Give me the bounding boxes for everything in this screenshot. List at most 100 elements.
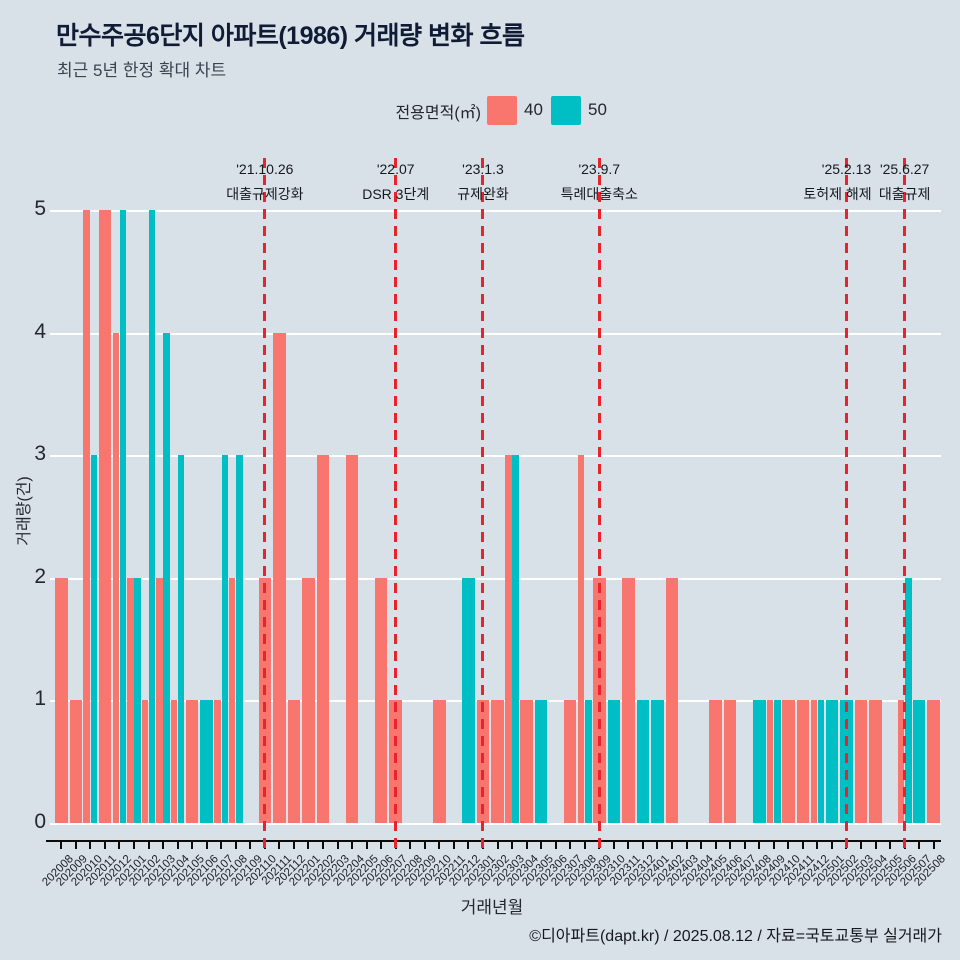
x-axis-tick (627, 840, 630, 849)
x-axis-tick (612, 840, 615, 849)
bar-50 (651, 700, 664, 823)
bar-40 (69, 700, 83, 823)
bar-50 (119, 210, 127, 823)
baseline-gridline (50, 823, 941, 825)
bar-50 (236, 455, 243, 823)
bar-40 (897, 700, 905, 823)
x-axis-tick (118, 840, 121, 849)
bar-50 (177, 455, 185, 823)
x-axis-tick (452, 840, 455, 849)
bar-50 (134, 577, 141, 823)
bar-40 (520, 700, 533, 823)
legend-label-40: 40 (524, 100, 543, 119)
bar-40 (709, 700, 722, 823)
annotation-date: '23.9.7 (578, 161, 621, 177)
x-axis-tick (60, 840, 63, 849)
x-axis-tick (874, 840, 877, 849)
x-axis-tick (801, 840, 804, 849)
bar-50 (774, 700, 781, 823)
y-tick-label: 0 (34, 810, 46, 833)
x-axis-tick (103, 840, 106, 849)
x-axis-tick (787, 840, 790, 849)
x-axis-tick (336, 840, 339, 849)
annotation-label: 규제완화 (457, 186, 509, 202)
bar-50 (221, 455, 229, 823)
x-axis-tick (220, 840, 223, 849)
x-axis-tick (249, 840, 252, 849)
x-axis-tick (162, 840, 165, 849)
bar-40 (374, 577, 388, 823)
x-axis-tick (380, 840, 383, 849)
x-axis-tick (670, 840, 673, 849)
bar-40 (273, 332, 286, 823)
y-tick-label: 3 (34, 442, 46, 466)
annotation-dashed-line (394, 158, 398, 854)
bar-40 (214, 700, 221, 823)
annotation-label: 특례대출축소 (560, 186, 638, 202)
x-axis-tick (772, 840, 775, 849)
x-axis-tick (918, 840, 921, 849)
x-axis-tick (554, 840, 557, 849)
bar-40 (491, 700, 504, 823)
bar-40 (228, 577, 236, 823)
annotation-date: '21.10.26 (236, 161, 294, 177)
x-axis-tick (278, 840, 281, 849)
x-axis-tick (932, 840, 935, 849)
bar-50 (752, 700, 766, 823)
bar-40 (83, 210, 91, 823)
page-title: 만수주공6단지 아파트(1986) 거래량 변화 흐름 (56, 22, 525, 50)
x-axis-tick (496, 840, 499, 849)
x-axis-title: 거래년월 (460, 898, 524, 917)
bar-40 (782, 700, 795, 823)
x-axis-tick (656, 840, 659, 849)
annotation-label: DSR 3단계 (362, 186, 430, 202)
y-tick-label: 1 (34, 687, 46, 711)
bar-40 (345, 455, 359, 823)
annotation-label: 토허제 해제 (803, 186, 872, 202)
bar-50 (636, 700, 650, 823)
x-axis-tick (176, 840, 179, 849)
x-axis-tick (191, 840, 194, 849)
gridline (50, 210, 941, 212)
bar-50 (163, 332, 170, 823)
x-axis-tick (743, 840, 746, 849)
bar-40 (170, 700, 178, 823)
x-axis-tick (322, 840, 324, 849)
bar-40 (766, 700, 774, 823)
bar-50 (817, 700, 825, 823)
bar-40 (127, 577, 134, 823)
x-axis-tick (234, 840, 237, 849)
bar-40 (316, 455, 330, 823)
x-axis-tick (714, 840, 717, 849)
legend-title: 전용면적(㎡) (395, 105, 481, 122)
bar-40 (141, 700, 149, 823)
chart-subtitle: 최근 5년 한정 확대 차트 (57, 61, 227, 80)
annotation-label: 대출규제 (878, 186, 931, 202)
gridline (50, 455, 941, 458)
x-axis-tick (525, 840, 528, 849)
bar-40 (854, 700, 868, 823)
x-axis-tick (147, 840, 150, 849)
bar-50 (90, 455, 98, 823)
x-axis-tick (467, 840, 470, 849)
x-axis-tick (74, 840, 77, 849)
annotation-date: '22.07 (376, 161, 415, 177)
x-axis-tick (641, 840, 644, 849)
bar-40 (622, 577, 635, 823)
annotation-date: '25.2.13 (821, 161, 872, 177)
x-axis-tick (685, 840, 688, 849)
bar-50 (512, 455, 519, 823)
bar-40 (723, 700, 737, 823)
bar-40 (927, 700, 941, 823)
x-axis-tick (511, 840, 514, 849)
annotation-label: 대출규제강화 (226, 186, 304, 202)
x-axis-tick (889, 840, 892, 849)
legend-swatch-40 (487, 96, 517, 125)
x-axis-tick (132, 840, 135, 849)
legend-swatch-50 (551, 96, 581, 125)
y-tick-label: 4 (34, 319, 46, 343)
bar-50 (825, 700, 839, 823)
x-axis-tick (423, 840, 426, 849)
x-axis-tick (307, 840, 310, 849)
